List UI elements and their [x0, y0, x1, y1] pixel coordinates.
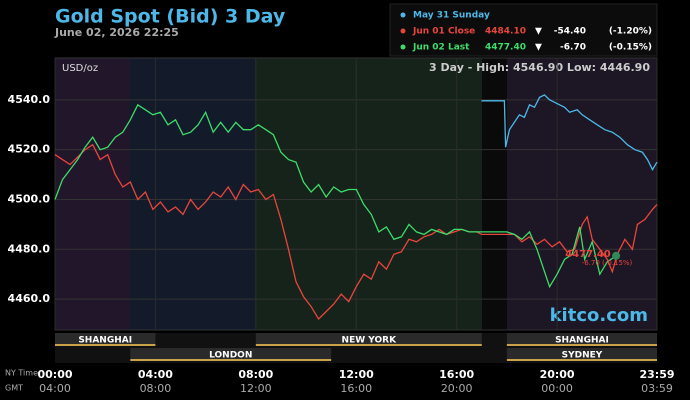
x-row-label: NY Time: [5, 369, 38, 378]
legend-label: Jun 01 Close: [412, 27, 475, 37]
session-label-bg: [130, 348, 332, 360]
x-tick-label: 12:00: [339, 368, 374, 381]
session-label-bg: [255, 333, 482, 345]
x-tick-label: 04:00: [138, 368, 173, 381]
legend-label: May 31 Sunday: [413, 11, 490, 21]
chart-subtitle: June 02, 2026 22:25: [54, 26, 179, 39]
gmt-tick-label: 12:00: [240, 382, 272, 395]
gmt-tick-label: 08:00: [140, 382, 172, 395]
unit-label: USD/oz: [62, 63, 98, 74]
legend-label: Jun 02 Last: [412, 43, 470, 53]
y-tick-label: 4500.0: [8, 192, 51, 205]
session-label-bg: [506, 348, 657, 360]
last-price-label: 4477.40: [565, 249, 611, 260]
gmt-tick-label: 16:00: [340, 382, 372, 395]
gmt-tick-label: 20:00: [441, 382, 473, 395]
x-tick-label: 16:00: [439, 368, 474, 381]
watermark: kitco.com: [550, 305, 648, 326]
last-change-label: -6.70 (-0.15%): [582, 259, 633, 267]
legend-swatch: [400, 12, 406, 18]
series-line: [481, 94, 658, 171]
legend-change: -54.40: [554, 27, 586, 37]
x-tick-label: 00:00: [37, 368, 72, 381]
session-label: SYDNEY: [562, 351, 603, 361]
legend-swatch: [400, 28, 406, 34]
x-tick-label: 23:59: [639, 368, 674, 381]
series-line: [54, 143, 658, 321]
legend-swatch: [400, 44, 406, 50]
session-label-bg: [55, 333, 156, 345]
chart-title: Gold Spot (Bid) 3 Day: [55, 6, 286, 28]
gmt-tick-label: 03:59: [641, 382, 673, 395]
session-label: SHANGHAI: [78, 336, 132, 346]
legend-value: 4477.40: [485, 43, 526, 53]
legend-change-pct: (-0.15%): [609, 43, 652, 53]
y-tick-label: 4480.0: [8, 242, 51, 255]
x-tick-label: 20:00: [540, 368, 575, 381]
legend-change: -6.70: [560, 43, 586, 53]
range-text: 3 Day - High: 4546.90 Low: 4446.90: [429, 61, 650, 74]
y-tick-label: 4460.0: [8, 292, 51, 305]
x-tick-label: 08:00: [238, 368, 273, 381]
legend-arrow: ▼: [535, 43, 542, 53]
last-point: [612, 251, 621, 260]
legend-change-pct: (-1.20%): [609, 27, 652, 37]
legend-arrow: ▼: [535, 27, 542, 37]
session-label-bg: [506, 333, 657, 345]
legend-value: 4484.10: [485, 27, 526, 37]
x-row-label: GMT: [5, 384, 23, 393]
gmt-tick-label: 00:00: [541, 382, 573, 395]
y-tick-label: 4520.0: [8, 143, 51, 156]
y-tick-label: 4540.0: [8, 93, 51, 106]
session-label: SHANGHAI: [555, 336, 609, 346]
gmt-tick-label: 04:00: [39, 382, 71, 395]
session-label: LONDON: [209, 351, 252, 361]
session-label: NEW YORK: [342, 336, 398, 346]
legend-box: [389, 3, 658, 57]
series-line: [54, 103, 617, 289]
